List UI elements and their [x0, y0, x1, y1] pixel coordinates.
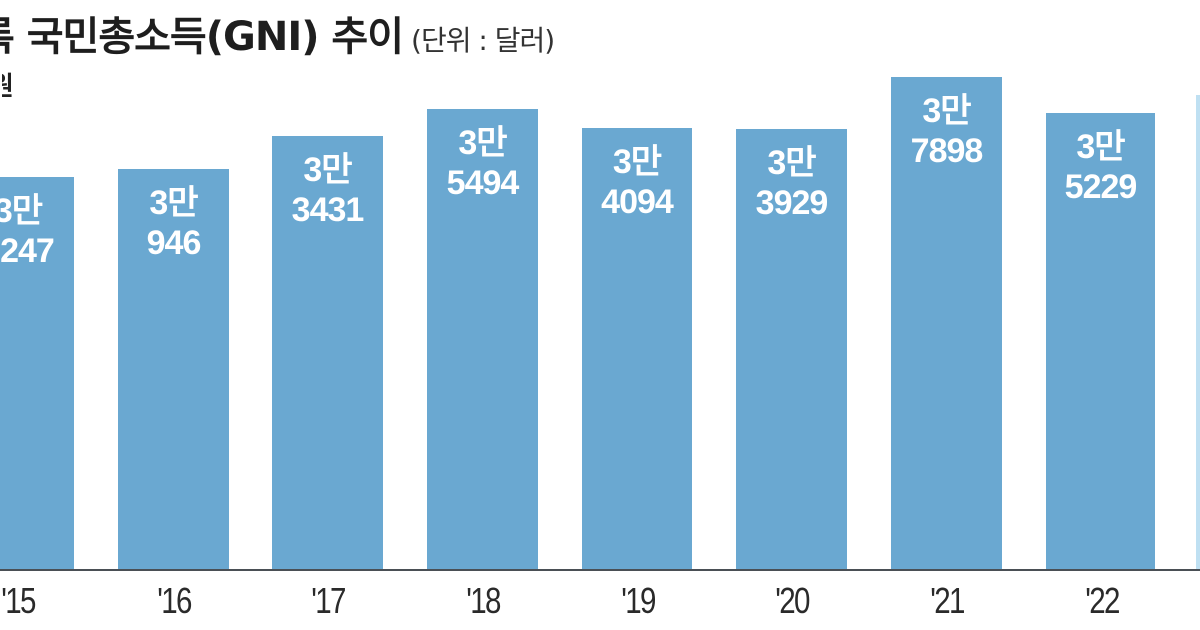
bar-2015: 3만2247 [0, 177, 74, 569]
x-tick-2022: '22 [1085, 580, 1120, 621]
bar-value-label: 3만 3431 [291, 151, 365, 229]
x-tick-2017: '17 [311, 580, 346, 621]
bar-2020: 3만 3929 [736, 129, 847, 569]
clipped-subtitle: 원 [0, 72, 14, 102]
bar-value-label: 3만 5229 [1064, 128, 1138, 206]
bar-next-clipped [1196, 95, 1200, 569]
bar-value-label: 3만 7898 [910, 92, 984, 170]
bar-2021: 3만 7898 [891, 77, 1002, 569]
x-tick-2016: '16 [157, 580, 192, 621]
bar-2022: 3만 5229 [1046, 113, 1155, 569]
bar-value-label: 3만2247 [0, 192, 55, 270]
bar-2017: 3만 3431 [272, 136, 383, 569]
bar-value-label: 3만 3929 [755, 144, 829, 222]
bar-2018: 3만 5494 [427, 109, 538, 569]
x-tick-2021: '21 [930, 580, 965, 621]
bar-value-label: 3만 946 [146, 184, 202, 262]
x-tick-2018: '18 [466, 580, 501, 621]
x-tick-2015: '15 [1, 580, 36, 621]
unit-label: (단위 : 달러) [411, 24, 555, 57]
bar-value-label: 3만 4094 [601, 143, 674, 221]
bar-2019: 3만 4094 [582, 128, 692, 569]
chart-title-text: 록 국민총소득(GNI) 추이 [0, 14, 404, 60]
bar-value-label: 3만 5494 [446, 124, 520, 202]
x-tick-2020: '20 [775, 580, 810, 621]
bar-2016: 3만 946 [118, 169, 229, 569]
x-axis-baseline [0, 569, 1200, 571]
x-tick-2019: '19 [621, 580, 656, 621]
chart-title: 록 국민총소득(GNI) 추이 (단위 : 달러) [0, 4, 555, 62]
